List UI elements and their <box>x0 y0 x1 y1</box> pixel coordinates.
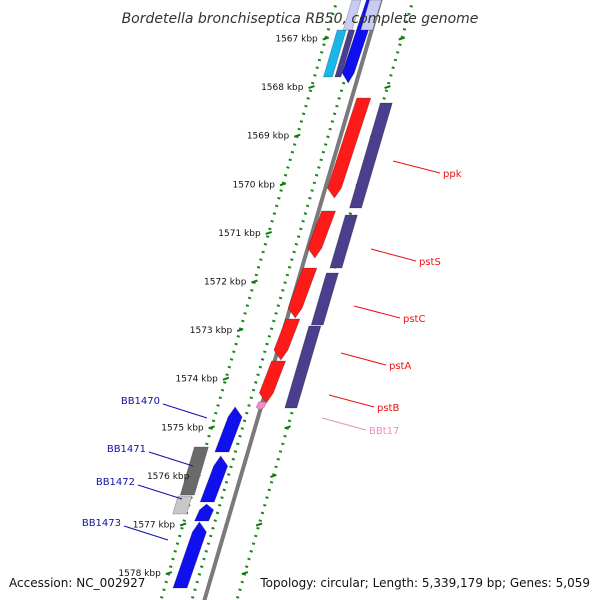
gene-feature-pstc <box>287 267 318 319</box>
ruler-tick-left <box>293 133 301 138</box>
ruler-kbp-label: 1577 kbp <box>133 521 176 531</box>
ruler-tick-right <box>270 473 277 478</box>
gene-feature-bbt17 <box>255 401 268 411</box>
gene-features <box>172 0 393 589</box>
ruler-kbp-label: 1573 kbp <box>190 326 233 336</box>
gene-feature-psta <box>273 318 301 361</box>
ruler-tick-left <box>251 279 258 284</box>
ruler-tick-left <box>165 571 173 576</box>
gene-label-ppk: ppk <box>443 169 462 180</box>
gene-feature-psts <box>307 210 337 259</box>
ruler-tick-right <box>241 571 249 576</box>
gene-feature-bb1472 <box>172 495 193 515</box>
ruler-kbp-label: 1575 kbp <box>161 423 204 433</box>
ruler-kbp-label: 1570 kbp <box>233 180 276 190</box>
ruler-kbp-label: 1571 kbp <box>218 229 261 239</box>
gene-leader-line <box>370 248 417 262</box>
ruler-tick-left <box>236 328 244 333</box>
map-title: Bordetella bronchiseptica RB50, complete… <box>122 11 479 27</box>
gene-leader-line <box>392 160 441 174</box>
label-leader-lines <box>123 160 441 541</box>
ruler-tick-right <box>284 425 291 430</box>
gene-feature-bb1472-fwd <box>193 503 215 522</box>
gene-feature-bb1470 <box>214 406 243 453</box>
ruler-kbp-label: 1568 kbp <box>261 83 304 93</box>
gene-feature-psta-reverse <box>284 325 322 409</box>
ruler-tick-left <box>279 182 287 187</box>
gene-label-psts: pstS <box>419 257 441 268</box>
gene-leader-line <box>321 417 367 431</box>
gene-label-bbt17: BBt17 <box>369 426 399 437</box>
gene-feature-navy-top <box>334 29 356 78</box>
ruler-tick-right <box>398 36 406 41</box>
genome-summary-text: Topology: circular; Length: 5,339,179 bp… <box>259 576 590 590</box>
gene-label-bb1473: BB1473 <box>82 518 121 529</box>
gene-leader-line <box>340 352 387 366</box>
ruler-kbp-label: 1569 kbp <box>247 132 290 142</box>
ruler-tick-right <box>384 85 391 90</box>
gene-label-bb1472: BB1472 <box>96 477 135 488</box>
ruler-tick-right <box>255 522 263 527</box>
gene-label-bb1471: BB1471 <box>107 444 146 455</box>
ruler-kbp-label: 1572 kbp <box>204 278 247 288</box>
ruler-kbp-label: 1576 kbp <box>147 472 190 482</box>
ruler-tick-left <box>179 522 187 527</box>
gene-leader-line <box>137 484 183 500</box>
ruler-kbp-label: 1578 kbp <box>118 569 161 579</box>
ruler-tick-left <box>322 36 330 41</box>
gene-label-bb1470: BB1470 <box>121 396 160 407</box>
label-layer: 1567 kbp 1568 kbp 1569 kbp 1570 kbp 1571 kbp… <box>82 35 462 580</box>
gene-feature-psts-reverse <box>329 214 358 269</box>
gene-feature-ppk-reverse <box>348 102 393 209</box>
gene-leader-line <box>328 394 375 408</box>
gene-feature-ppk <box>326 97 372 199</box>
accession-text: Accession: NC_002927 <box>9 576 145 590</box>
gene-label-pstc: pstC <box>403 314 425 325</box>
ruler-tick-left <box>308 85 315 90</box>
gene-leader-line <box>123 525 169 541</box>
ruler-tick-left <box>222 376 230 381</box>
ruler-tick-left <box>208 425 215 430</box>
ruler-kbp-label: 1567 kbp <box>275 35 318 45</box>
gene-feature-lightblue-b <box>360 0 382 31</box>
gene-feature-pstb <box>258 360 287 404</box>
gene-feature-bb1471-fwd <box>199 455 229 503</box>
gene-feature-bb1473 <box>172 521 207 589</box>
gene-feature-pstc-reverse <box>310 272 339 326</box>
ruler-kbp-label: 1574 kbp <box>175 375 218 385</box>
gene-label-pstb: pstB <box>377 403 399 414</box>
gene-leader-line <box>162 403 208 419</box>
ruler-tick-left <box>265 230 273 235</box>
gene-feature-bb1471 <box>179 446 209 496</box>
gene-label-psta: pstA <box>389 361 411 372</box>
gene-leader-line <box>353 305 401 319</box>
gene-leader-line <box>148 451 194 467</box>
